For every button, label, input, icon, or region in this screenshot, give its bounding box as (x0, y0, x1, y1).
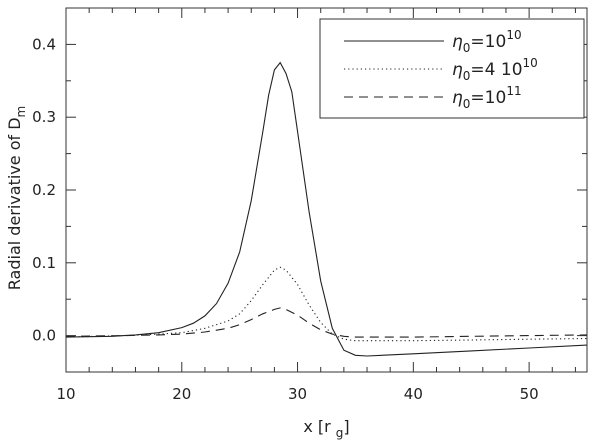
series-line-2 (66, 266, 587, 342)
x-tick-label: 50 (520, 385, 539, 403)
legend-label-3: η0=1011 (452, 84, 522, 111)
y-tick-label: 0.0 (32, 327, 56, 345)
x-tick-label: 30 (288, 385, 307, 403)
x-tick-label: 20 (172, 385, 191, 403)
y-tick-label: 0.2 (32, 181, 56, 199)
x-tick-label: 40 (404, 385, 423, 403)
y-axis-label: Radial derivative of Dm (5, 106, 28, 290)
x-axis-label: x [r g] (303, 417, 349, 440)
series-layer (66, 61, 587, 357)
x-tick-label: 10 (56, 385, 75, 403)
series-line-3 (66, 307, 587, 338)
legend-label-1: η0=1010 (452, 28, 522, 55)
series-line-1 (66, 61, 587, 357)
y-tick-label: 0.1 (32, 254, 56, 272)
y-tick-label: 0.4 (32, 35, 56, 53)
legend-box (319, 18, 585, 119)
y-tick-label: 0.3 (32, 108, 56, 126)
legend-label-2: η0=4 1010 (452, 56, 538, 83)
axes-layer: 10 20 30 40 50 0.0 0.1 0.2 0.3 0.4 x [r g] Radial d… (5, 7, 588, 440)
